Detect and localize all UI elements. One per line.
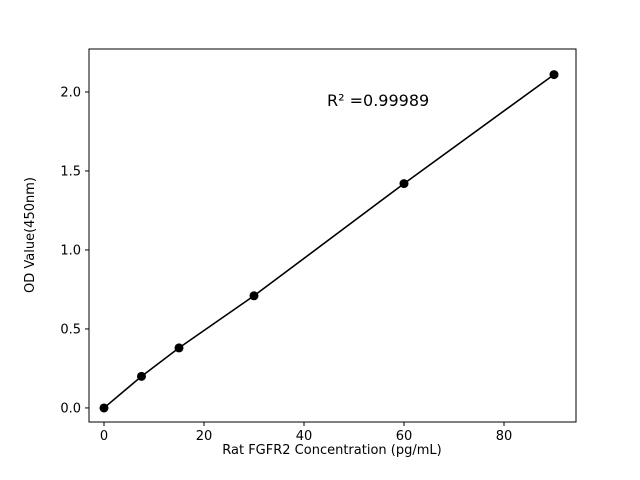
x-tick-label: 80 <box>496 429 513 444</box>
x-tick-label: 0 <box>100 429 108 444</box>
data-point <box>174 343 184 353</box>
x-tick-label: 60 <box>396 429 413 444</box>
r-squared-annotation: R² =0.99989 <box>327 91 430 110</box>
data-point <box>137 371 146 381</box>
y-tick-label: 0.0 <box>60 401 81 416</box>
data-point <box>549 70 559 80</box>
y-tick-label: 0.5 <box>60 322 81 337</box>
x-tick-label: 40 <box>296 429 313 444</box>
data-point <box>399 179 409 189</box>
y-tick-label: 2.0 <box>60 85 81 100</box>
x-tick-label: 20 <box>196 429 213 444</box>
x-axis-label: Rat FGFR2 Concentration (pg/mL) <box>222 443 442 458</box>
data-point <box>99 403 109 413</box>
y-axis-label: OD Value(450nm) <box>23 177 38 293</box>
y-tick-label: 1.5 <box>60 164 81 179</box>
axes-frame <box>88 48 577 423</box>
y-tick-label: 1.0 <box>60 243 81 258</box>
fit-line <box>103 73 555 409</box>
data-point <box>249 291 259 301</box>
